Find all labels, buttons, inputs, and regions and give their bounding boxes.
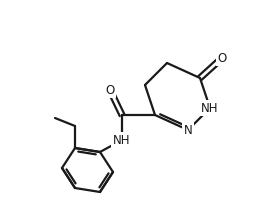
Text: NH: NH	[113, 134, 131, 147]
Text: NH: NH	[201, 101, 219, 114]
Text: O: O	[105, 83, 115, 97]
Text: O: O	[217, 52, 227, 64]
Text: N: N	[184, 123, 192, 137]
